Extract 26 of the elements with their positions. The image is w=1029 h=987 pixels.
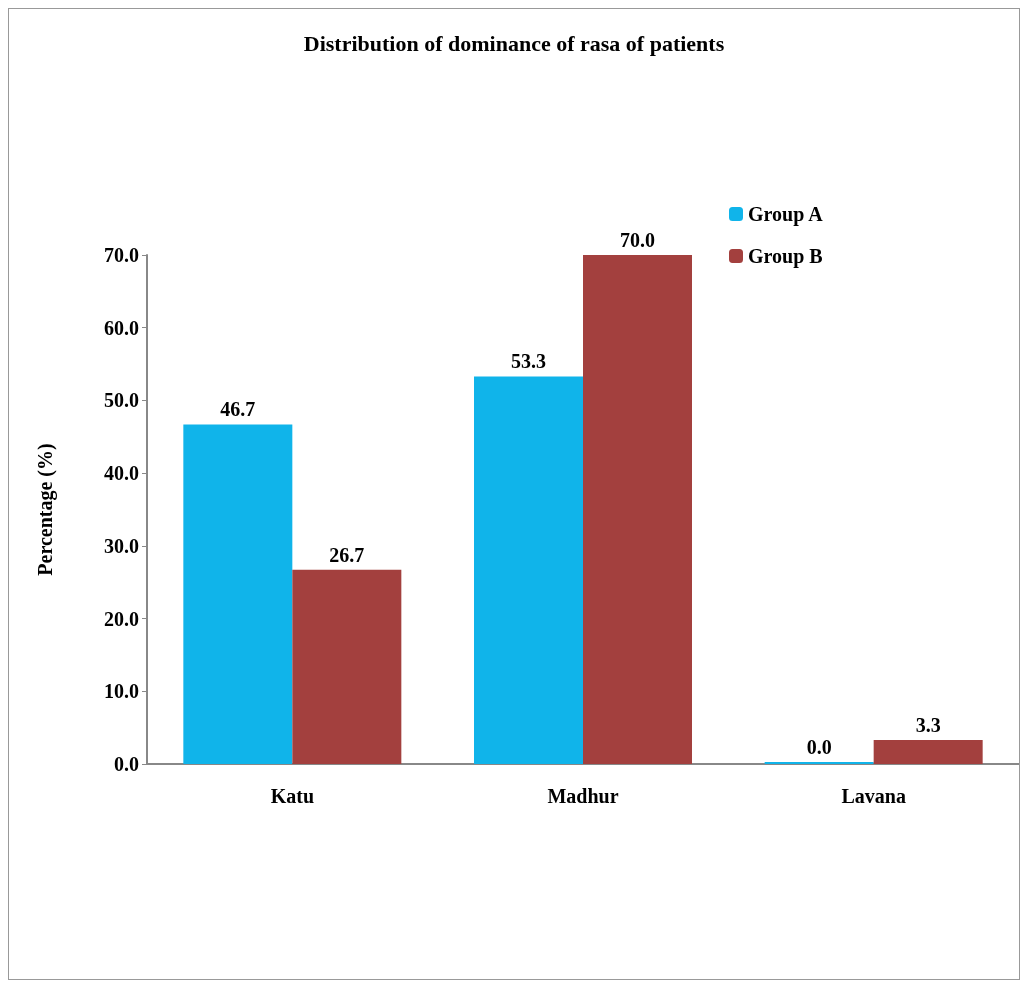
bar — [583, 255, 692, 764]
bar — [474, 376, 583, 764]
y-tick-label: 0.0 — [114, 753, 139, 775]
data-label: 26.7 — [329, 543, 365, 566]
data-label: 0.0 — [806, 736, 832, 758]
data-label: 3.3 — [915, 714, 941, 736]
y-tick-label: 60.0 — [104, 316, 139, 339]
y-tick-label: 20.0 — [104, 607, 139, 630]
y-tick-label: 30.0 — [104, 534, 139, 557]
bar — [873, 740, 983, 764]
y-tick-label: 50.0 — [104, 389, 139, 412]
y-tick-label: 10.0 — [104, 680, 139, 703]
bar — [292, 569, 402, 764]
data-label: 70.0 — [620, 229, 655, 251]
bar — [183, 424, 293, 764]
y-axis-title: Percentage (%) — [34, 443, 57, 576]
legend-label: Group A — [748, 203, 824, 226]
y-tick-label: 70.0 — [104, 244, 139, 266]
y-tick-label: 40.0 — [104, 462, 139, 485]
x-tick-label: Madhur — [547, 785, 619, 807]
x-tick-label: Lavana — [841, 785, 906, 807]
data-label: 46.7 — [220, 398, 256, 421]
x-tick-label: Katu — [270, 785, 315, 807]
chart-title: Distribution of dominance of rasa of patients — [303, 30, 725, 56]
legend-label: Group B — [748, 245, 823, 268]
data-label: 53.3 — [511, 350, 546, 373]
